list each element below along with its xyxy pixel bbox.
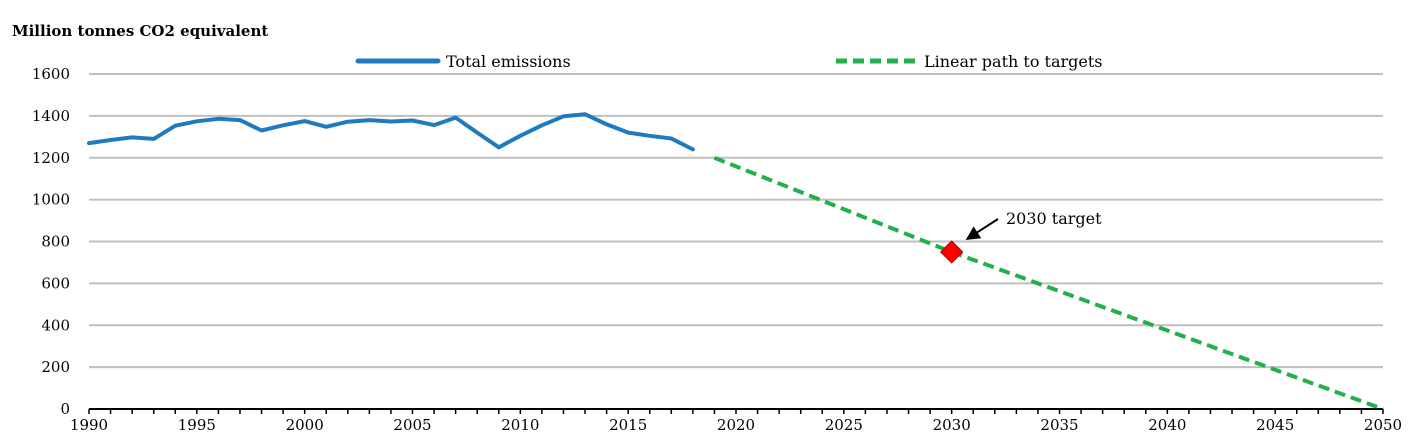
y-tick-label-400: 400 [41,316,70,334]
target-diamond-marker [939,240,964,264]
y-tick-label-800: 800 [41,233,70,251]
series-line-total-emissions [87,112,695,152]
y-tick-label-0: 0 [60,400,70,418]
x-tick-label-2040: 2040 [1148,416,1186,434]
annotation-arrowhead [965,226,982,240]
legend-label-linear-path: Linear path to targets [924,52,1103,71]
x-tick-label-2050: 2050 [1364,416,1402,434]
gridlines [89,73,1383,369]
x-axis: 1990 1995 2000 2005 2010 2015 2020 2025 2030 2035… [70,408,1402,434]
y-axis-tick-labels: 0 200 400 600 800 1000 1200 1400 1600 [32,65,70,418]
x-tick-label-2020: 2020 [717,416,755,434]
y-tick-label-1200: 1200 [32,149,70,167]
x-tick-label-2035: 2035 [1040,416,1078,434]
y-tick-label-1600: 1600 [32,65,70,83]
target-annotation: 2030 target [939,209,1102,264]
x-tick-label-1990: 1990 [70,416,108,434]
x-tick-label-2010: 2010 [501,416,539,434]
x-tick-label-2015: 2015 [609,416,647,434]
legend-label-total-emissions: Total emissions [446,52,571,71]
y-tick-label-1000: 1000 [32,191,70,209]
x-tick-label-1995: 1995 [178,416,216,434]
y-tick-label-600: 600 [41,274,70,292]
y-tick-label-200: 200 [41,358,70,376]
chart-legend: Total emissions Linear path to targets [355,52,1103,71]
x-tick-label-2030: 2030 [933,416,971,434]
x-tick-label-2005: 2005 [393,416,431,434]
x-tick-label-2045: 2045 [1256,416,1294,434]
y-tick-label-1400: 1400 [32,107,70,125]
x-tick-label-2000: 2000 [286,416,324,434]
annotation-label-2030-target: 2030 target [1006,209,1102,228]
y-axis-unit-label: Million tonnes CO2 equivalent [12,22,268,40]
x-tick-label-2025: 2025 [825,416,863,434]
